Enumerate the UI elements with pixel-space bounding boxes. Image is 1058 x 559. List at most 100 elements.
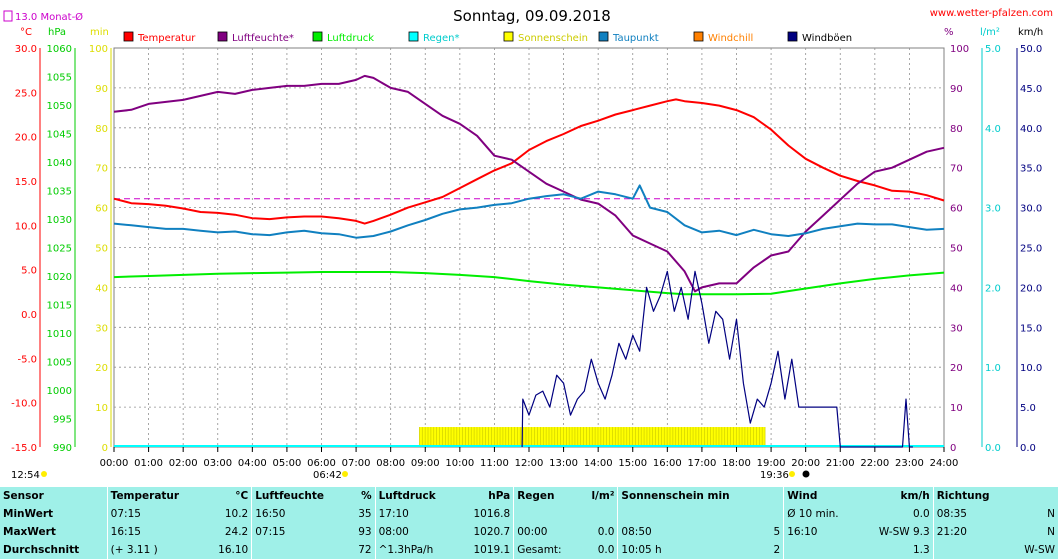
stats-cell [767, 505, 784, 523]
sun-axis-tick: 80 [95, 124, 108, 135]
press-axis-tick: 1010 [47, 329, 72, 340]
sun-axis-tick: 40 [95, 283, 108, 294]
stats-cell [783, 541, 859, 559]
press-axis-tick: 1060 [47, 44, 72, 55]
press-axis-tick: 1025 [47, 244, 72, 255]
stats-cell: N [1047, 508, 1055, 520]
stats-cell: 08:35 [932, 505, 1011, 523]
legend-swatch [503, 31, 514, 42]
temp-axis-tick: -10.0 [11, 399, 37, 410]
press-axis-tick: 1050 [47, 101, 72, 112]
stats-cell: 5 [773, 526, 781, 538]
x-tick-label: 21:00 [826, 458, 855, 469]
temp-axis-tick: 25.0 [15, 88, 37, 99]
rain-axis-tick: 5.0 [985, 44, 1001, 55]
stats-cell: 07:15 [106, 505, 205, 523]
hum-axis-tick: 0 [950, 443, 956, 454]
stats-cell: 17:10 [374, 505, 458, 523]
stats-header-cell: Luftdruck [374, 487, 458, 505]
hum-axis-tick: 80 [950, 124, 963, 135]
sun-axis-tick: 50 [95, 244, 108, 255]
monthly-avg-label: 13.0 Monat-Ø [15, 11, 83, 23]
x-tick-label: 17:00 [688, 458, 717, 469]
stats-cell: Gesamt: [513, 541, 580, 559]
stats-cell: 16:15 [106, 523, 205, 541]
stats-cell: 93 [358, 526, 372, 538]
sunrise-icon [342, 471, 348, 477]
stats-cell: 10:05 h [617, 541, 767, 559]
series-Taupunkt [113, 184, 945, 239]
x-tick-label: 05:00 [273, 458, 302, 469]
temp-axis-tick: -15.0 [11, 443, 37, 454]
temp-axis-tick: 30.0 [15, 44, 37, 55]
x-tick-label: 22:00 [860, 458, 889, 469]
hum-axis-unit: % [944, 27, 954, 38]
site-url[interactable]: www.wetter-pfalzen.com [930, 8, 1053, 19]
rain-axis-tick: 2.0 [985, 283, 1001, 294]
temp-axis-tick: -5.0 [17, 354, 37, 365]
legend-label: Temperatur [137, 33, 196, 44]
stats-header-cell: Luftfeuchte [251, 487, 350, 505]
stats-header-cell: Temperatur [106, 487, 205, 505]
stats-cell: MinWert [3, 508, 54, 520]
press-axis-tick: 1000 [47, 386, 72, 397]
stats-table: Sensor Temperatur °C Luftfeuchte% Luftdruck h… [0, 487, 1058, 559]
sun-axis-tick: 0 [102, 443, 108, 454]
stats-cell: 24.2 [224, 526, 249, 538]
stats-cell: ^1.3hPa/h [374, 541, 458, 559]
sun-axis-tick: 20 [95, 363, 108, 374]
stats-cell: 16:10 [783, 523, 859, 541]
temp-axis-tick: 15.0 [15, 177, 37, 188]
stats-row: MaxWert 16:15 24.2 07:15 93 08:00 1020.7 00:00 0… [0, 523, 1058, 541]
stats-cell: 1020.7 [473, 526, 511, 538]
press-axis-tick: 1045 [47, 130, 72, 141]
temp-axis-tick: 10.0 [15, 221, 37, 232]
stats-header-cell: hPa [488, 490, 511, 502]
sun-axis-tick: 30 [95, 323, 108, 334]
x-tick-label: 13:00 [549, 458, 578, 469]
stats-cell: 1.3 [913, 544, 930, 556]
hum-axis-tick: 60 [950, 204, 963, 215]
stats-cell [932, 541, 1011, 559]
stats-header-cell [1010, 487, 1058, 505]
stats-cell: 08:50 [617, 523, 767, 541]
legend-label: Taupunkt [612, 33, 659, 44]
stats-header-cell: Regen [513, 487, 580, 505]
wind-axis-tick: 30.0 [1020, 204, 1042, 215]
stats-cell [617, 505, 767, 523]
moon-icon [802, 470, 810, 478]
x-tick-label: 16:00 [653, 458, 682, 469]
sun-axis-unit: min [90, 27, 109, 38]
sun-axis-tick: 10 [95, 403, 108, 414]
stats-header-cell: Wind [783, 487, 859, 505]
x-axis: 00:00 01:00 02:00 03:00 04:00 05:00 06:00 07:00… [100, 447, 959, 469]
legend-swatch [408, 31, 419, 42]
stats-cell: 0.0 [597, 544, 615, 556]
series-lines [113, 74, 945, 448]
x-tick-label: 08:00 [376, 458, 405, 469]
stats-header-cell: Sensor [3, 490, 44, 502]
x-tick-label: 11:00 [480, 458, 509, 469]
x-tick-label: 23:00 [895, 458, 924, 469]
stats-cell: 72 [358, 544, 372, 556]
press-axis-tick: 1005 [47, 358, 72, 369]
legend-swatch [123, 31, 134, 42]
hum-axis-tick: 30 [950, 323, 963, 334]
hum-axis-tick: 90 [950, 84, 963, 95]
x-tick-label: 06:00 [307, 458, 336, 469]
x-tick-label: 20:00 [791, 458, 820, 469]
press-axis-unit: hPa [48, 27, 66, 38]
weather-chart: Sonntag, 09.09.2018 www.wetter-pfalzen.c… [3, 7, 1053, 481]
hum-axis-tick: 70 [950, 164, 963, 175]
legend-swatch [217, 31, 228, 42]
x-tick-label: 10:00 [445, 458, 474, 469]
stats-cell [513, 505, 580, 523]
wind-axis-tick: 35.0 [1020, 164, 1042, 175]
rain-axis-tick: 3.0 [985, 204, 1001, 215]
x-tick-label: 19:00 [757, 458, 786, 469]
hum-axis-tick: 20 [950, 363, 963, 374]
temp-axis-tick: 5.0 [21, 266, 37, 277]
x-tick-label: 24:00 [930, 458, 959, 469]
stats-cell: 16:50 [251, 505, 350, 523]
stats-cell: 08:00 [374, 523, 458, 541]
